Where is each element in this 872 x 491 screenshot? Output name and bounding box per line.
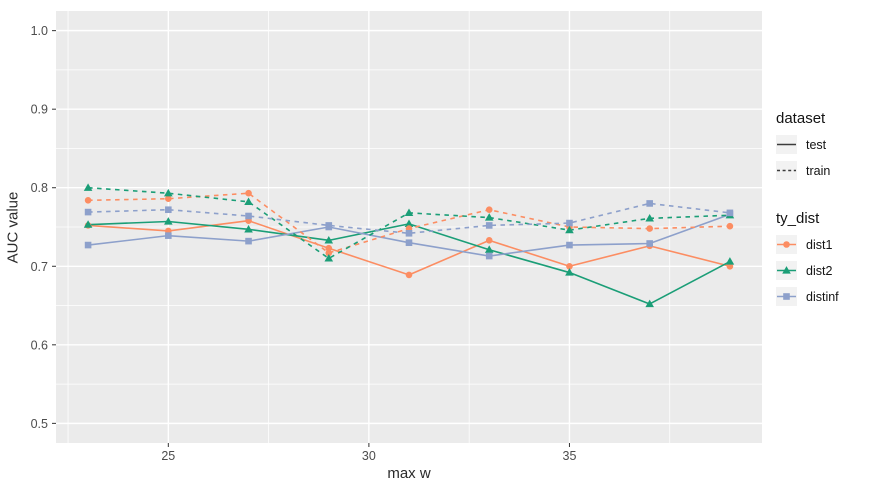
legend-key-distinf-marker-swatch bbox=[776, 287, 797, 306]
point-train-dist2 bbox=[244, 197, 253, 205]
point-test-dist2 bbox=[244, 224, 253, 233]
point-train-distinf bbox=[566, 219, 573, 227]
y-axis-title: AUC value bbox=[4, 191, 22, 264]
legend-group-dataset: dataset test train bbox=[776, 110, 870, 180]
point-train-dist2 bbox=[164, 188, 173, 197]
point-train-dist1 bbox=[84, 196, 92, 204]
y-tick-label: 0.5 bbox=[31, 417, 48, 431]
point-train-dist1 bbox=[245, 189, 252, 197]
point-train-distinf bbox=[325, 222, 333, 229]
point-train-dist2 bbox=[645, 213, 654, 222]
x-tick-label: 25 bbox=[161, 449, 175, 463]
x-tick-label: 30 bbox=[362, 449, 376, 463]
legend-key-test-linetype-swatch bbox=[776, 135, 797, 154]
point-test-dist2 bbox=[725, 257, 735, 265]
x-axis-title: max w bbox=[387, 465, 431, 482]
point-train-distinf bbox=[245, 212, 252, 220]
point-test-distinf bbox=[646, 240, 653, 247]
legend-item-test: test bbox=[776, 135, 870, 154]
point-train-distinf bbox=[165, 206, 172, 214]
point-train-distinf bbox=[726, 209, 734, 217]
legend-item-dist1: dist1 bbox=[776, 235, 870, 254]
point-test-dist2 bbox=[645, 299, 654, 308]
point-train-dist2 bbox=[484, 213, 494, 221]
point-test-distinf bbox=[566, 241, 573, 249]
point-test-dist1 bbox=[485, 237, 493, 244]
point-train-dist1 bbox=[485, 206, 493, 214]
point-train-distinf bbox=[405, 229, 413, 237]
legend-label-test: test bbox=[806, 137, 827, 152]
point-test-dist1 bbox=[325, 244, 333, 252]
point-test-dist2 bbox=[164, 217, 173, 225]
y-tick-label: 0.6 bbox=[31, 338, 48, 352]
y-tick-label: 0.7 bbox=[31, 260, 48, 274]
legend-title-dataset: dataset bbox=[776, 110, 826, 127]
legend: dataset test train ty_dist dist1 dist2 dist… bbox=[776, 110, 870, 336]
point-test-dist2 bbox=[565, 268, 574, 276]
point-test-distinf bbox=[245, 237, 252, 245]
point-train-dist1 bbox=[646, 225, 653, 232]
point-train-dist2 bbox=[83, 183, 93, 191]
legend-item-train: train bbox=[776, 161, 870, 180]
legend-label-distinf: distinf bbox=[806, 289, 839, 304]
point-train-distinf bbox=[84, 208, 92, 216]
point-train-distinf bbox=[485, 222, 493, 229]
legend-label-dist1: dist1 bbox=[806, 237, 833, 252]
legend-group-ty-dist: ty_dist dist1 dist2 distinf bbox=[776, 210, 870, 306]
point-train-dist1 bbox=[325, 249, 333, 257]
legend-key-train-linetype-swatch bbox=[776, 161, 797, 180]
point-test-dist1 bbox=[566, 262, 573, 270]
legend-key-dist2-marker-swatch bbox=[776, 261, 797, 280]
legend-title-ty-dist: ty_dist bbox=[776, 210, 820, 227]
y-tick-label: 1.0 bbox=[31, 24, 48, 38]
point-test-dist1 bbox=[405, 271, 413, 279]
point-train-dist1 bbox=[165, 195, 172, 203]
point-train-dist2 bbox=[404, 208, 414, 216]
point-test-dist2 bbox=[324, 235, 334, 244]
point-test-dist2 bbox=[404, 219, 414, 227]
point-train-dist2 bbox=[565, 225, 574, 234]
legend-item-dist2: dist2 bbox=[776, 261, 870, 280]
point-test-dist2 bbox=[83, 220, 93, 228]
point-test-distinf bbox=[84, 241, 92, 249]
y-tick-label: 0.8 bbox=[31, 181, 48, 195]
legend-key-dist1-marker-swatch bbox=[776, 235, 797, 254]
legend-item-distinf: distinf bbox=[776, 287, 870, 306]
point-train-dist1 bbox=[726, 222, 734, 230]
point-train-dist2 bbox=[324, 254, 334, 262]
x-tick-label: 35 bbox=[563, 449, 577, 463]
point-test-distinf bbox=[165, 232, 172, 239]
point-test-dist2 bbox=[484, 245, 494, 253]
legend-label-train: train bbox=[806, 163, 831, 178]
point-test-distinf bbox=[405, 239, 413, 247]
legend-label-dist2: dist2 bbox=[806, 263, 833, 278]
point-test-distinf bbox=[485, 252, 493, 260]
y-tick-label: 0.9 bbox=[31, 103, 48, 117]
point-train-distinf bbox=[646, 200, 653, 207]
